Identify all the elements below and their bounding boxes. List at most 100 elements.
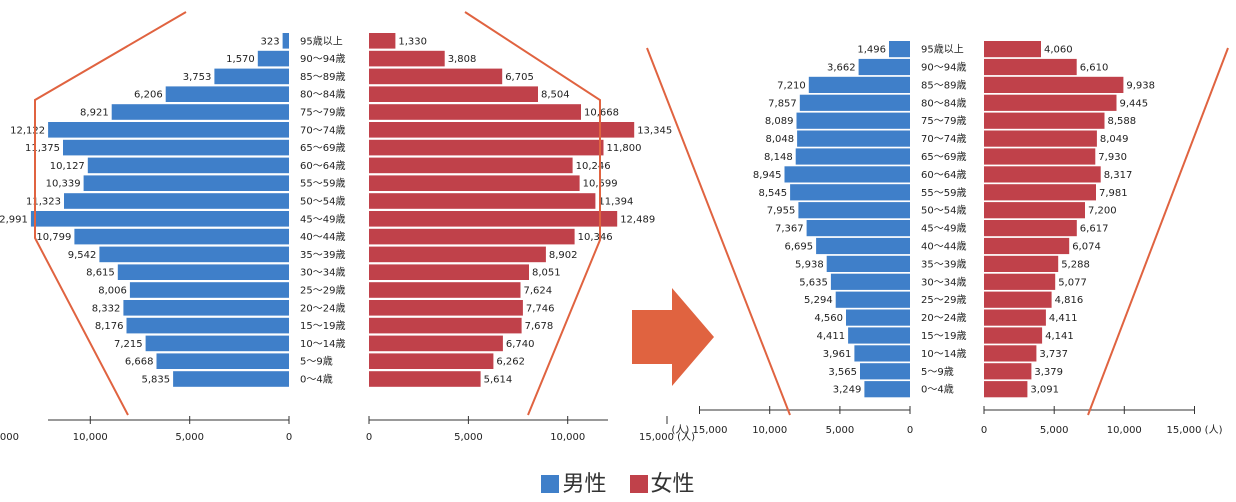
age-category-label: 0～4歳 (921, 384, 954, 396)
male-bar (795, 148, 910, 165)
male-value-label: 6,206 (134, 90, 163, 101)
pyramid-outline-right (464, 11, 601, 416)
age-category-label: 55～59歳 (921, 187, 966, 199)
male-value-label: 3,961 (823, 349, 852, 360)
female-value-label: 4,411 (1049, 313, 1078, 324)
female-bar (369, 228, 575, 245)
age-category-label: 90～94歳 (921, 62, 966, 74)
male-value-label: 11,375 (25, 143, 60, 154)
age-category-label: 35～39歳 (921, 258, 966, 270)
male-value-label: 8,921 (80, 108, 109, 119)
female-value-label: 6,740 (506, 339, 535, 350)
male-bar (214, 68, 289, 85)
age-category-label: 50～54歳 (300, 196, 345, 208)
female-value-label: 7,200 (1088, 206, 1117, 217)
female-value-label: 4,141 (1045, 331, 1074, 342)
age-category-label: 0～4歳 (300, 374, 333, 386)
male-bar (87, 157, 289, 174)
female-bar (369, 50, 445, 67)
female-value-label: 8,504 (541, 90, 570, 101)
male-bar (835, 291, 910, 308)
female-bar (369, 335, 503, 352)
male-tick-label: 10,000 (73, 432, 108, 443)
age-category-label: 65～69歳 (921, 151, 966, 163)
male-value-label: 3,565 (828, 367, 857, 378)
pyramid-outline-right (1087, 47, 1229, 416)
female-value-label: 3,737 (1039, 349, 1068, 360)
female-value-label: 10,246 (576, 161, 611, 172)
male-value-label: 8,615 (86, 268, 115, 279)
male-value-label: 3,249 (833, 385, 862, 396)
population-pyramids-svg: 323 1,330 95歳以上 1,570 3,808 90～94歳 3,753 6,705 8… (0, 11, 1229, 443)
male-bar (83, 175, 289, 191)
male-bar (63, 139, 289, 156)
male-bar (848, 327, 910, 344)
age-category-label: 25～29歳 (300, 285, 345, 297)
age-category-label: 65～69歳 (300, 142, 345, 154)
male-bar (860, 363, 910, 380)
age-category-label: 80～84歳 (921, 97, 966, 109)
female-value-label: 9,445 (1120, 98, 1149, 109)
female-bar (369, 122, 635, 138)
female-bar (984, 58, 1077, 76)
female-bar (984, 130, 1097, 147)
male-bar (808, 76, 910, 93)
female-value-label: 9,938 (1126, 80, 1155, 91)
female-bar (369, 282, 521, 298)
female-bar (369, 300, 523, 316)
male-tick-label: 5,000 (826, 425, 855, 436)
female-bar (984, 220, 1077, 237)
legend-male-swatch (541, 475, 560, 493)
age-category-label: 75～79歳 (921, 115, 966, 127)
legend-female-label: 女性 (650, 472, 695, 497)
female-bar (369, 175, 580, 191)
female-bar (369, 246, 546, 263)
age-category-label: 35～39歳 (300, 249, 345, 261)
male-value-label: 1,570 (226, 54, 255, 65)
male-value-label: 6,695 (784, 242, 813, 253)
female-bar (984, 202, 1085, 219)
female-value-label: 10,668 (584, 108, 619, 119)
male-value-label: 12,991 (0, 214, 28, 225)
female-value-label: 8,051 (532, 268, 561, 279)
male-value-label: 8,048 (765, 134, 794, 145)
female-tick-label: 0 (366, 432, 372, 443)
age-category-label: 30～34歳 (921, 276, 966, 288)
female-bar (369, 211, 618, 227)
male-value-label: 5,294 (804, 295, 833, 306)
female-value-label: 5,077 (1058, 277, 1087, 288)
female-bar (984, 273, 1056, 290)
male-bar (864, 381, 910, 398)
male-value-label: 7,215 (114, 339, 143, 350)
female-value-label: 8,049 (1100, 134, 1129, 145)
age-category-label: 45～49歳 (300, 213, 345, 225)
age-category-label: 20～24歳 (921, 312, 966, 324)
female-bar (369, 157, 573, 174)
male-bar (30, 211, 290, 227)
age-category-label: 85～89歳 (921, 79, 966, 91)
male-value-label: 11,323 (26, 197, 61, 208)
female-value-label: 6,262 (496, 357, 525, 368)
female-bar (369, 139, 604, 156)
male-value-label: 8,545 (758, 188, 787, 199)
female-bar (984, 255, 1059, 272)
age-category-label: 60～64歳 (921, 169, 966, 181)
female-value-label: 8,902 (549, 250, 578, 261)
male-bar (117, 264, 289, 280)
female-bar (369, 86, 538, 102)
age-category-label: 80～84歳 (300, 89, 345, 101)
female-value-label: 12,489 (620, 214, 655, 225)
legend: 男性 女性 (0, 466, 1236, 498)
male-bar (806, 220, 910, 237)
female-bar (984, 363, 1032, 380)
male-value-label: 7,955 (767, 206, 796, 217)
female-tick-label: 5,000 (454, 432, 483, 443)
male-value-label: 8,006 (98, 286, 127, 297)
male-tick-label: (人) 15,000 (672, 424, 728, 436)
female-value-label: 6,705 (505, 72, 534, 83)
age-category-label: 5～9歳 (300, 356, 333, 368)
male-value-label: 8,332 (92, 303, 121, 314)
male-value-label: 9,542 (68, 250, 97, 261)
age-category-label: 5～9歳 (921, 366, 954, 378)
